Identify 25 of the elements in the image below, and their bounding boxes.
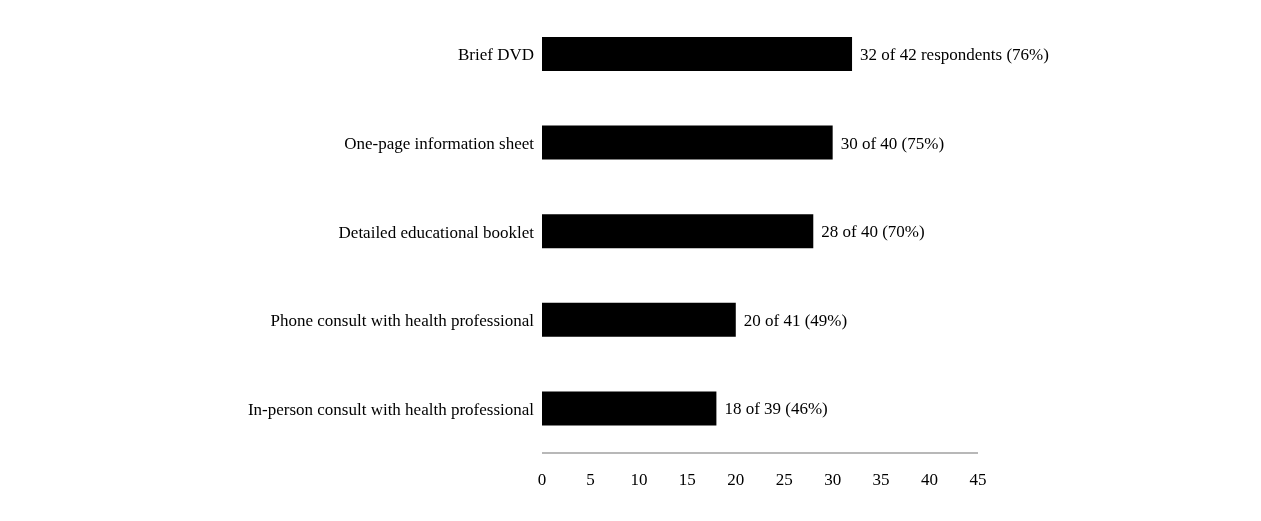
x-tick-label: 0 <box>537 470 547 490</box>
data-label: 28 of 40 (70%) <box>821 222 925 242</box>
y-tick-label: Detailed educational booklet <box>338 222 535 242</box>
x-tick-label: 20 <box>727 470 745 490</box>
y-tick-label: One-page information sheet <box>344 133 535 153</box>
data-label: 18 of 39 (46%) <box>724 399 828 419</box>
x-tick-label: 45 <box>969 470 987 490</box>
y-tick-label: Phone consult with health professional <box>270 311 535 331</box>
data-label: 20 of 41 (49%) <box>743 310 848 330</box>
y-tick-label: Brief DVD <box>457 45 534 65</box>
x-tick-label: 40 <box>921 470 939 490</box>
y-tick-label: In-person consult with health professional <box>247 399 535 419</box>
x-tick-label: 25 <box>775 470 793 490</box>
data-label: 32 of 42 respondents (76%) <box>860 45 1049 65</box>
bar <box>542 214 814 249</box>
x-tick-label: 30 <box>824 470 842 490</box>
bar <box>542 391 717 426</box>
x-tick-label: 10 <box>630 470 648 490</box>
bar <box>542 125 833 160</box>
x-tick-label: 15 <box>678 470 696 490</box>
bar <box>542 37 853 71</box>
x-tick-label: 35 <box>872 470 890 490</box>
x-tick-label: 5 <box>586 470 595 490</box>
bar <box>542 302 736 337</box>
data-label: 30 of 40 (75%) <box>840 133 945 153</box>
